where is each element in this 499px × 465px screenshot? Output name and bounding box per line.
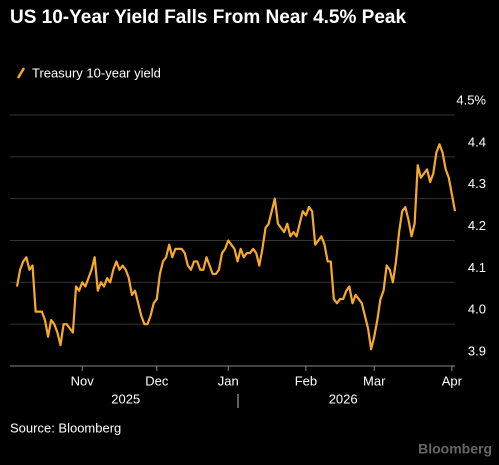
y-tick-label: 4.2 [468, 218, 486, 233]
x-tick-label: Nov [71, 373, 95, 388]
series-line [15, 143, 457, 351]
x-tick-label: Jan [218, 373, 239, 388]
y-tick-label: 3.9 [468, 343, 486, 358]
x-tick-label: Mar [363, 373, 386, 388]
x-year-label: 2025 [111, 391, 140, 406]
source: Source: Bloomberg [10, 420, 121, 435]
x-tick-label: Apr [442, 373, 463, 388]
y-tick-label: 4.0 [468, 302, 486, 317]
legend-label: Treasury 10-year yield [32, 65, 161, 80]
y-tick-label: 4.4 [468, 134, 486, 149]
watermark: Bloomberg [418, 441, 492, 457]
y-tick-label: 4.1 [468, 260, 486, 275]
y-tick-label: 4.3 [468, 176, 486, 191]
y-tick-label: 4.5% [456, 92, 486, 107]
chart-title: US 10-Year Yield Falls From Near 4.5% Pe… [10, 7, 407, 28]
legend-swatch [16, 67, 26, 79]
x-tick-label: Feb [295, 373, 317, 388]
x-year-label: 2026 [329, 391, 358, 406]
x-tick-label: Dec [145, 373, 169, 388]
